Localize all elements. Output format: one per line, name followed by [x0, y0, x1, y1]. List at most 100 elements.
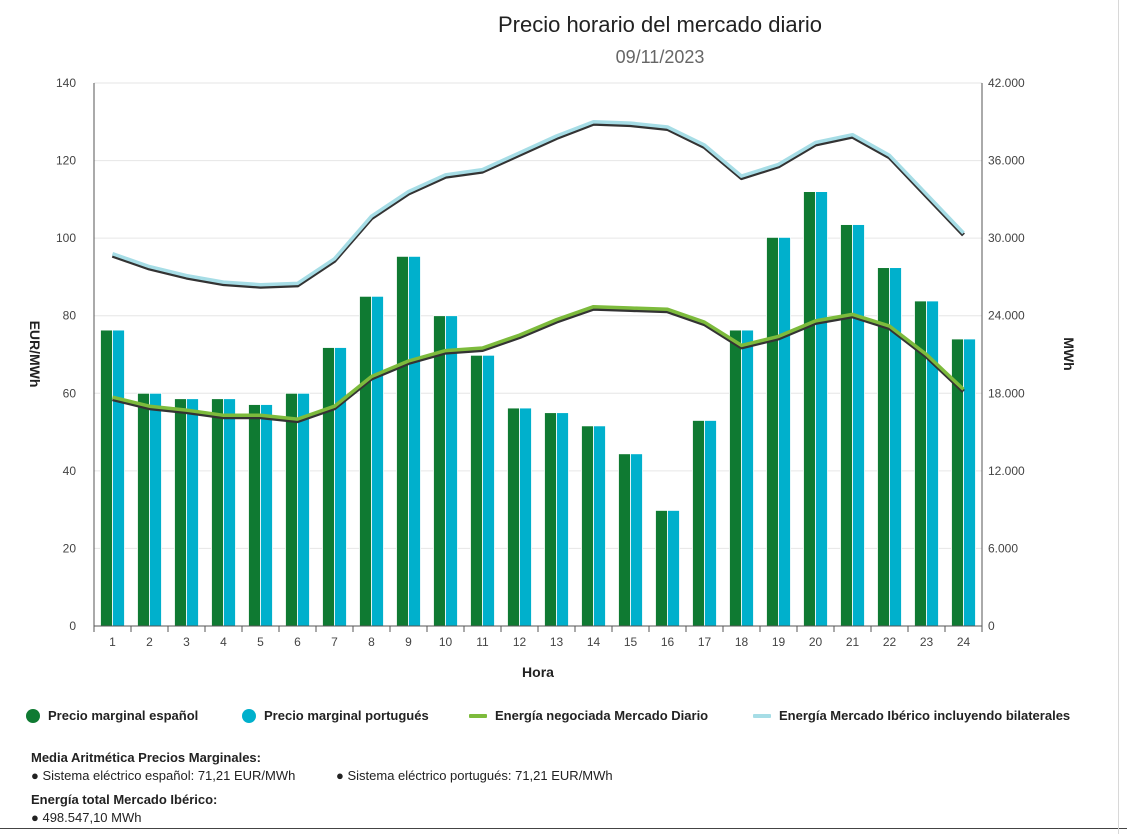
footer-media-title: Media Aritmética Precios Marginales:: [31, 750, 261, 765]
bar-portugues-10: [445, 315, 458, 627]
y-left-tick-100: 100: [56, 231, 76, 245]
footer-media-pt: ● Sistema eléctrico portugués: 71,21 EUR…: [336, 768, 613, 783]
y-left-tick-0: 0: [69, 619, 76, 633]
x-tick-8: 8: [368, 635, 375, 649]
x-tick-19: 19: [772, 635, 786, 649]
bar-espanol-21: [840, 224, 853, 627]
x-tick-9: 9: [405, 635, 412, 649]
bar-portugues-8: [371, 295, 384, 627]
x-tick-21: 21: [846, 635, 860, 649]
y-axis-left-title: EUR/MWh: [27, 321, 43, 388]
y-right-tick-18.000: 18.000: [988, 386, 1025, 400]
bar-portugues-18: [741, 329, 754, 627]
legend-line-energia-iberico: [753, 714, 771, 718]
grid-layer: [94, 82, 982, 627]
bar-portugues-17: [704, 420, 717, 627]
legend-dot-portugues: [242, 709, 256, 723]
y-left-tick-20: 20: [63, 541, 77, 555]
bottom-rule: [0, 828, 1127, 829]
bar-portugues-21: [852, 224, 865, 627]
x-tick-20: 20: [809, 635, 823, 649]
bar-portugues-5: [260, 404, 273, 627]
bar-espanol-9: [396, 255, 409, 627]
x-tick-7: 7: [331, 635, 338, 649]
bar-portugues-2: [149, 392, 162, 627]
bar-portugues-19: [778, 236, 791, 627]
bar-espanol-7: [322, 347, 335, 627]
y-right-tick-30.000: 30.000: [988, 231, 1025, 245]
bar-portugues-20: [815, 191, 828, 627]
y-right-tick-42.000: 42.000: [988, 76, 1025, 90]
line-shadow-energia-iberico: [111, 121, 965, 289]
y-left-tick-60: 60: [63, 386, 77, 400]
y-right-tick-36.000: 36.000: [988, 154, 1025, 168]
legend-label-energia-diario: Energía negociada Mercado Diario: [495, 708, 709, 723]
line-energia-diario: [112, 304, 965, 421]
bar-espanol-20: [803, 191, 816, 627]
bar-portugues-4: [223, 398, 236, 627]
x-tick-13: 13: [550, 635, 564, 649]
bar-portugues-22: [889, 267, 902, 627]
bar-espanol-1: [100, 329, 113, 627]
bar-portugues-7: [334, 347, 347, 627]
y-right-tick-6.000: 6.000: [988, 541, 1018, 555]
x-tick-17: 17: [698, 635, 712, 649]
chart-svg: Precio horario del mercado diario 09/11/…: [27, 12, 1077, 680]
x-tick-23: 23: [920, 635, 934, 649]
x-tick-6: 6: [294, 635, 301, 649]
line-energia-iberico: [111, 120, 965, 287]
x-tick-15: 15: [624, 635, 638, 649]
y-right-tick-24.000: 24.000: [988, 309, 1025, 323]
x-axis-title: Hora: [522, 664, 554, 680]
legend-line-energia-diario: [469, 714, 487, 718]
x-tick-11: 11: [476, 635, 489, 649]
bar-espanol-3: [174, 398, 187, 627]
bar-espanol-15: [618, 453, 631, 627]
legend-label-energia-iberico: Energía Mercado Ibérico incluyendo bilat…: [779, 708, 1071, 723]
bar-portugues-24: [963, 338, 976, 627]
bar-espanol-5: [248, 404, 261, 627]
legend-label-portugues: Precio marginal portugués: [264, 708, 429, 723]
bar-portugues-11: [482, 354, 495, 627]
bar-portugues-9: [408, 255, 421, 627]
y-right-tick-0: 0: [988, 619, 995, 633]
y-left-tick-40: 40: [63, 464, 77, 478]
x-tick-16: 16: [661, 635, 675, 649]
bar-espanol-6: [285, 392, 298, 627]
bar-espanol-14: [581, 425, 594, 627]
bar-layer: [100, 191, 976, 627]
legend-dot-espanol: [26, 709, 40, 723]
bar-espanol-11: [470, 354, 483, 627]
bar-portugues-14: [593, 425, 606, 627]
chart-title: Precio horario del mercado diario: [498, 12, 822, 37]
y-axis-right-title: MWh: [1061, 337, 1077, 370]
footer-energy-value: ● 498.547,10 MWh: [31, 810, 142, 825]
bar-espanol-17: [692, 420, 705, 627]
bar-espanol-2: [137, 392, 150, 627]
y-left-tick-140: 140: [56, 76, 76, 90]
axis-layer: 02040608010012014006.00012.00018.00024.0…: [56, 76, 1025, 649]
x-tick-3: 3: [183, 635, 190, 649]
y-left-tick-80: 80: [63, 309, 77, 323]
right-rule: [1118, 0, 1119, 834]
legend-label-espanol: Precio marginal español: [48, 708, 199, 723]
bar-portugues-13: [556, 412, 569, 627]
bar-portugues-12: [519, 407, 532, 627]
bar-espanol-12: [507, 407, 520, 627]
x-tick-14: 14: [587, 635, 601, 649]
bar-espanol-8: [359, 295, 372, 627]
y-right-tick-12.000: 12.000: [988, 464, 1025, 478]
footer-energy-title: Energía total Mercado Ibérico:: [31, 792, 218, 807]
bar-portugues-23: [926, 300, 939, 627]
footer-media-es: ● Sistema eléctrico español: 71,21 EUR/M…: [31, 768, 296, 783]
bar-portugues-15: [630, 453, 643, 627]
bar-espanol-10: [433, 315, 446, 627]
x-tick-22: 22: [883, 635, 897, 649]
x-tick-2: 2: [146, 635, 153, 649]
x-tick-5: 5: [257, 635, 264, 649]
legend: Precio marginal español Precio marginal …: [24, 706, 1119, 726]
bar-espanol-19: [766, 236, 779, 627]
x-tick-1: 1: [109, 635, 116, 649]
x-tick-10: 10: [439, 635, 453, 649]
